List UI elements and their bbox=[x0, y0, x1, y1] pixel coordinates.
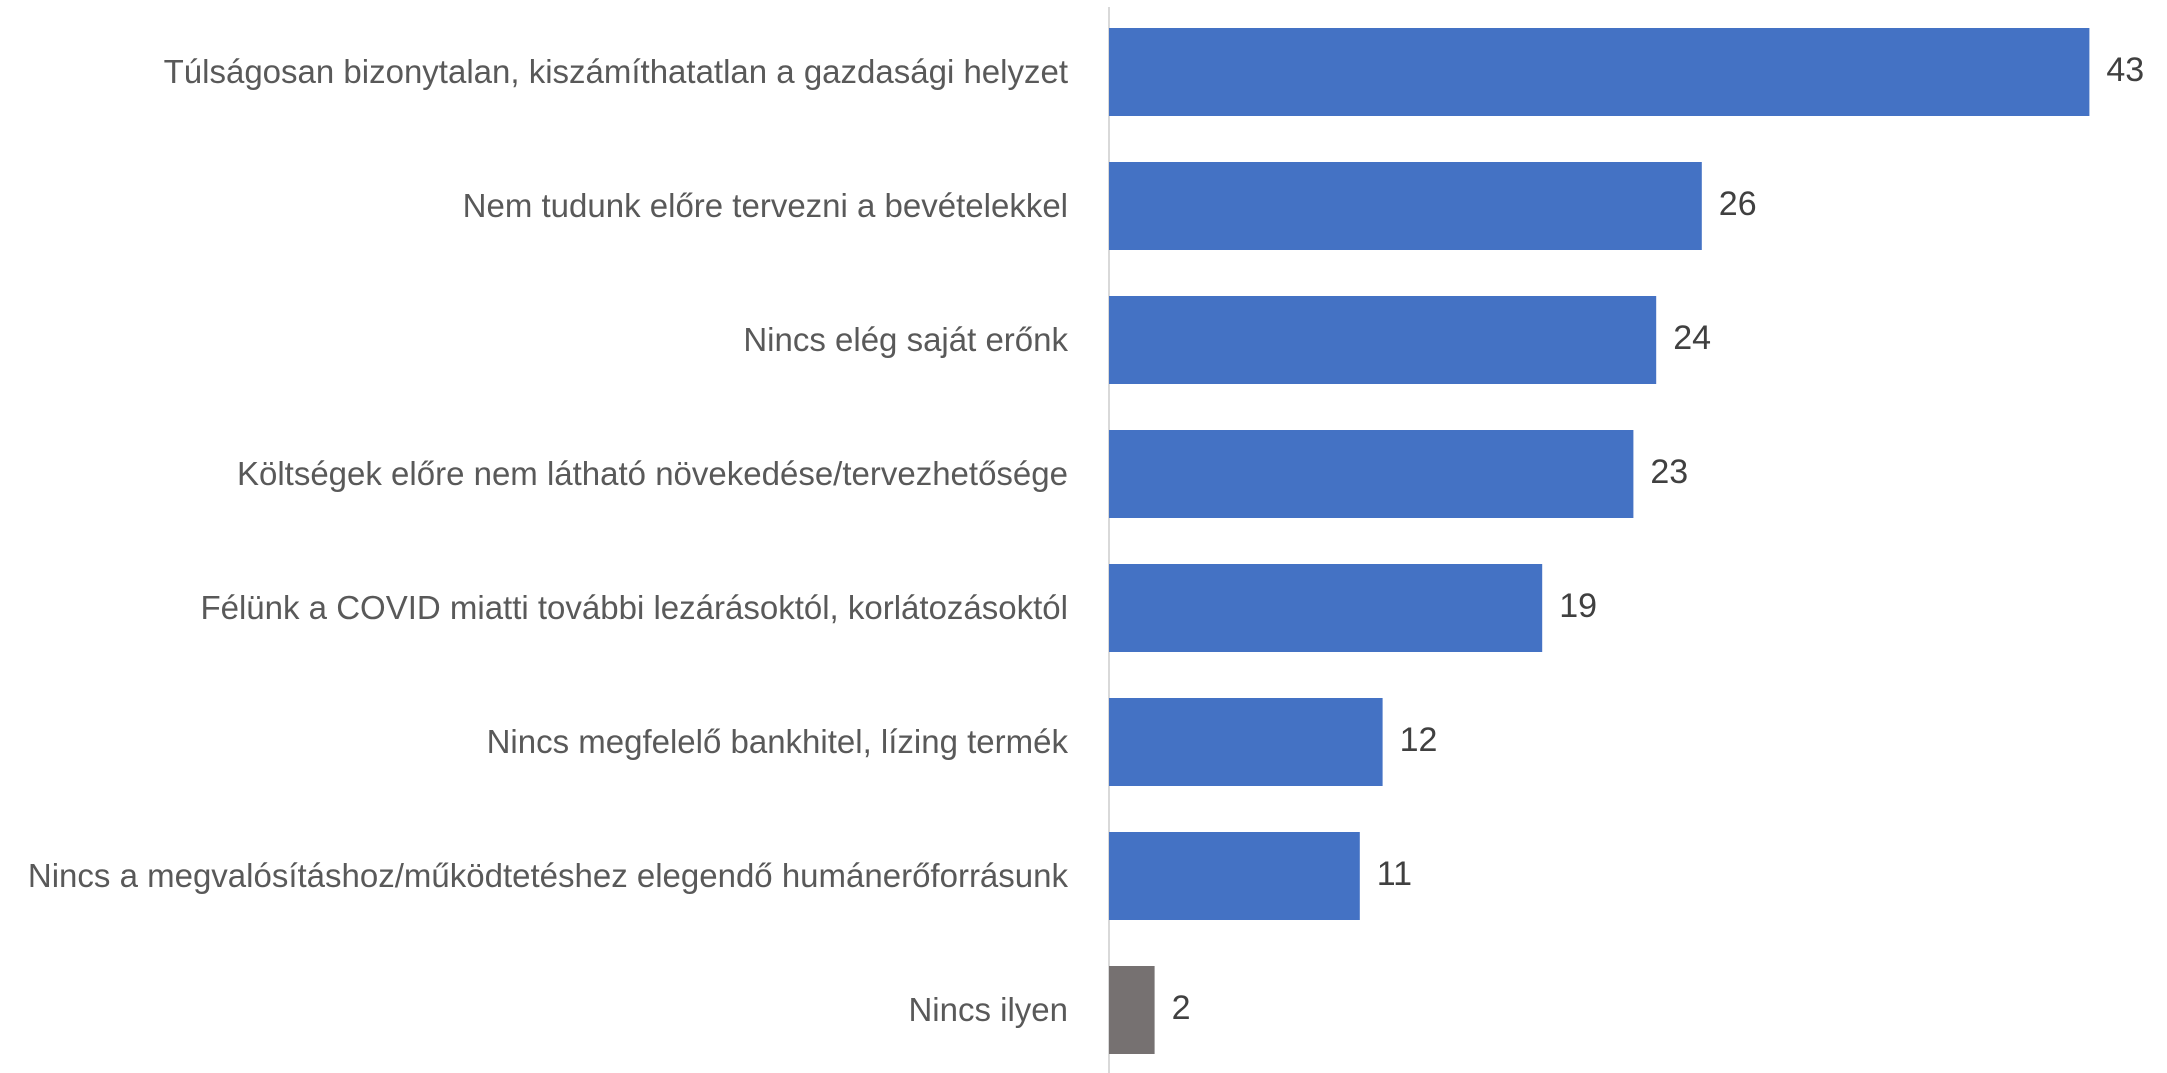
bar bbox=[1109, 832, 1360, 920]
bar bbox=[1109, 564, 1543, 652]
category-label: Nincs ilyen bbox=[908, 991, 1068, 1028]
category-label: Költségek előre nem látható növekedése/t… bbox=[236, 455, 1068, 492]
bar bbox=[1109, 430, 1634, 518]
value-label: 12 bbox=[1400, 721, 1438, 759]
category-label: Túlságosan bizonytalan, kiszámíthatatlan… bbox=[163, 53, 1068, 90]
value-label: 19 bbox=[1559, 587, 1597, 625]
value-label: 24 bbox=[1673, 319, 1711, 357]
category-label: Nem tudunk előre tervezni a bevételekkel bbox=[462, 187, 1068, 224]
category-label: Nincs elég saját erőnk bbox=[743, 321, 1068, 358]
bar bbox=[1109, 28, 2090, 116]
category-label: Nincs megfelelő bankhitel, lízing termék bbox=[486, 723, 1068, 760]
value-label: 43 bbox=[2106, 51, 2144, 89]
bar bbox=[1109, 296, 1657, 384]
bar bbox=[1109, 698, 1383, 786]
category-label: Nincs a megvalósításhoz/működtetéshez el… bbox=[27, 857, 1068, 894]
bar bbox=[1109, 966, 1155, 1054]
bar bbox=[1109, 162, 1702, 250]
value-label: 2 bbox=[1172, 989, 1191, 1027]
value-label: 26 bbox=[1719, 185, 1757, 223]
category-label: Félünk a COVID miatti további lezárásokt… bbox=[200, 589, 1068, 626]
value-label: 11 bbox=[1377, 855, 1412, 893]
value-label: 23 bbox=[1650, 453, 1688, 491]
